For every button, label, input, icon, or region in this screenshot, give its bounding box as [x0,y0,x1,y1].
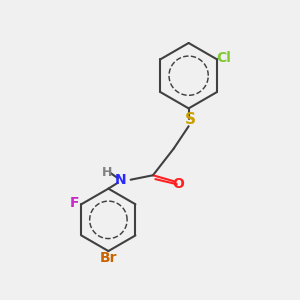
Text: Cl: Cl [216,51,231,65]
Text: S: S [184,112,196,127]
Text: O: O [172,177,184,191]
Text: F: F [70,196,80,210]
Text: Br: Br [100,251,117,266]
Text: N: N [115,173,126,187]
Text: H: H [102,166,112,179]
